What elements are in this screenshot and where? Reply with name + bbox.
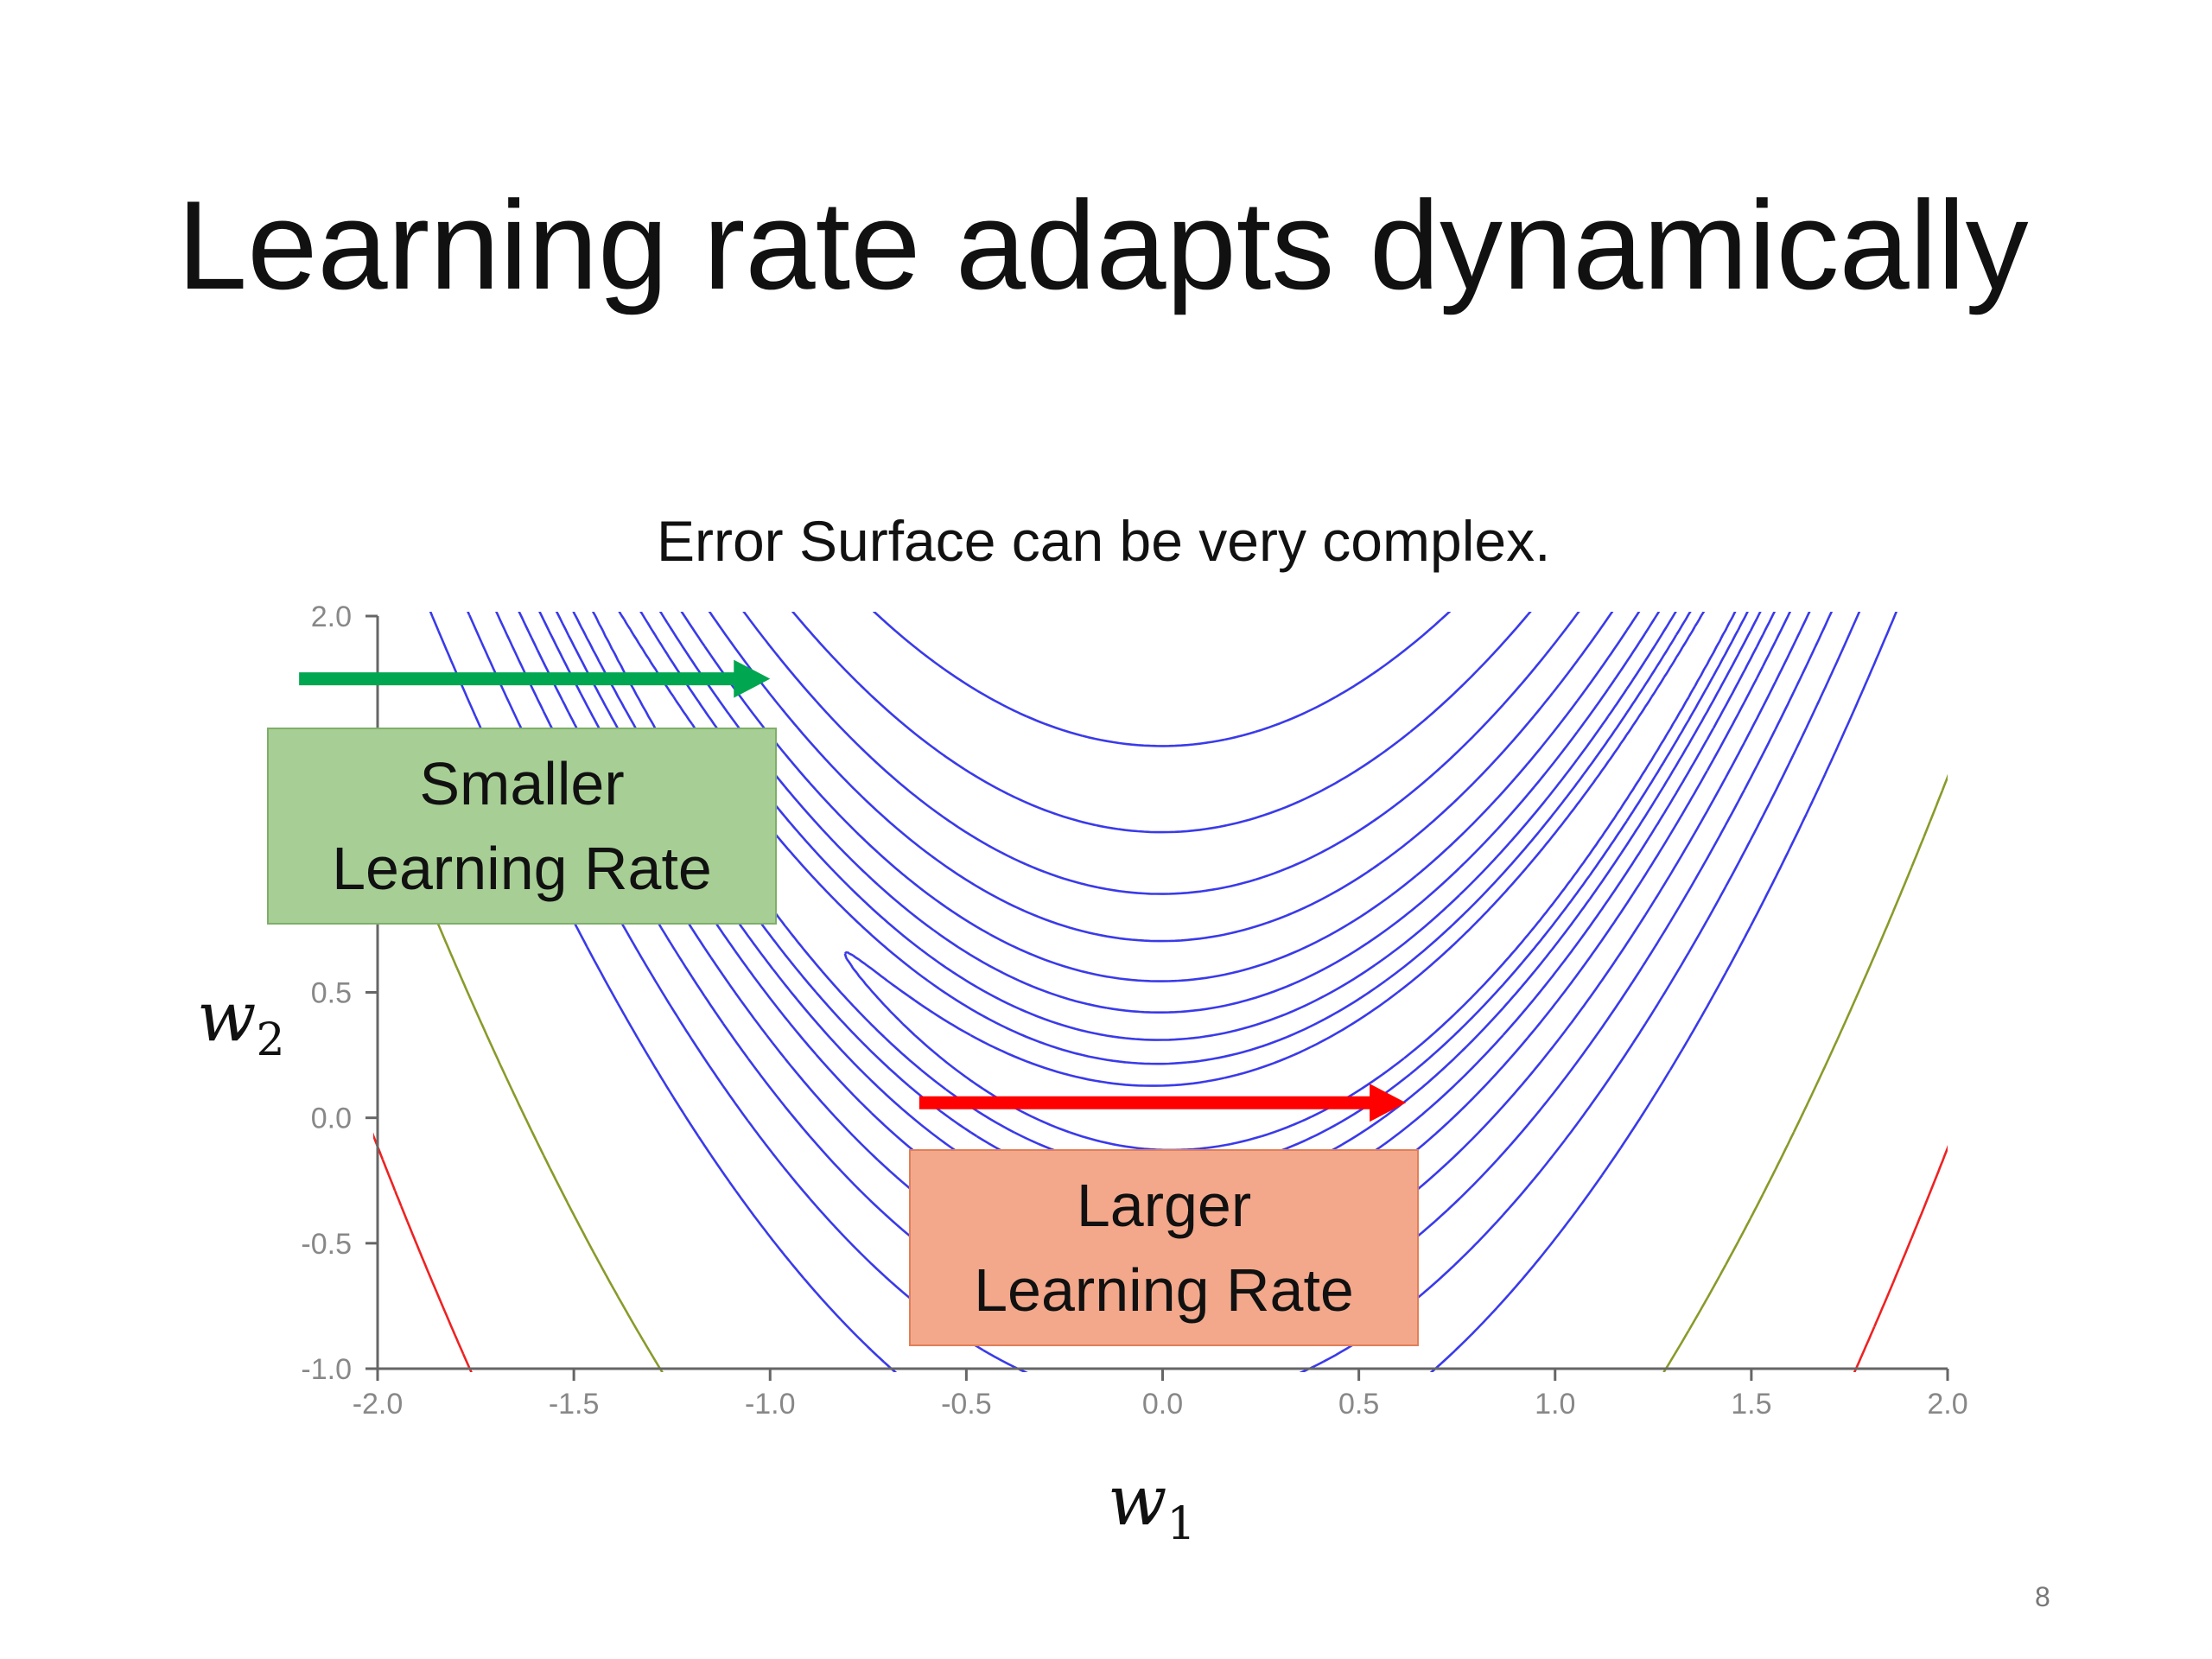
- x-tick-label: 0.0: [1142, 1388, 1183, 1421]
- y-tick-label: 0.0: [311, 1103, 352, 1135]
- x-axis-label: w1: [1108, 1460, 1196, 1550]
- x-tick-label: 0.5: [1338, 1388, 1379, 1421]
- y-axis-label: w2: [197, 976, 285, 1066]
- x-tick-label: -1.0: [745, 1388, 796, 1421]
- y-tick-label: 2.0: [311, 601, 352, 633]
- x-tick-label: 1.0: [1535, 1388, 1575, 1421]
- chart-caption: Error Surface can be very complex.: [657, 509, 1551, 573]
- x-tick-label: 2.0: [1927, 1388, 1967, 1421]
- contour-level-10: [373, 1132, 1948, 1372]
- larger-label-line2: Learning Rate: [974, 1256, 1354, 1324]
- y-tick-label: 0.5: [311, 977, 352, 1010]
- y-tick-label: -1.0: [301, 1353, 352, 1386]
- x-tick-label: -2.0: [353, 1388, 404, 1421]
- x-tick-label: -1.5: [549, 1388, 600, 1421]
- slide-title: Learning rate adapts dynamically: [177, 175, 2029, 315]
- larger-label-line1: Larger: [1076, 1172, 1252, 1239]
- page-number: 8: [2035, 1581, 2050, 1612]
- x-tick-label: -0.5: [941, 1388, 992, 1421]
- larger-learning-rate-box: Larger Learning Rate: [909, 1149, 1419, 1346]
- contour-level-7: [467, 612, 1861, 1372]
- y-tick-label: -0.5: [301, 1228, 352, 1261]
- x-tick-label: 1.5: [1731, 1388, 1771, 1421]
- contour-level-0: [843, 612, 1737, 1152]
- larger-rate-arrow: [918, 1084, 1407, 1122]
- smaller-learning-rate-box: Smaller Learning Rate: [267, 728, 777, 925]
- smaller-label-line2: Learning Rate: [332, 835, 712, 902]
- chart-axes: -2.0 -1.5 -1.0 -0.5 0.0 0.5 1.0 1.5 2.0 2.0 0.5 0.0…: [301, 601, 1967, 1421]
- annotation-arrows: [299, 659, 1407, 1122]
- smaller-rate-arrow: [299, 659, 771, 698]
- smaller-label-line1: Smaller: [419, 750, 625, 817]
